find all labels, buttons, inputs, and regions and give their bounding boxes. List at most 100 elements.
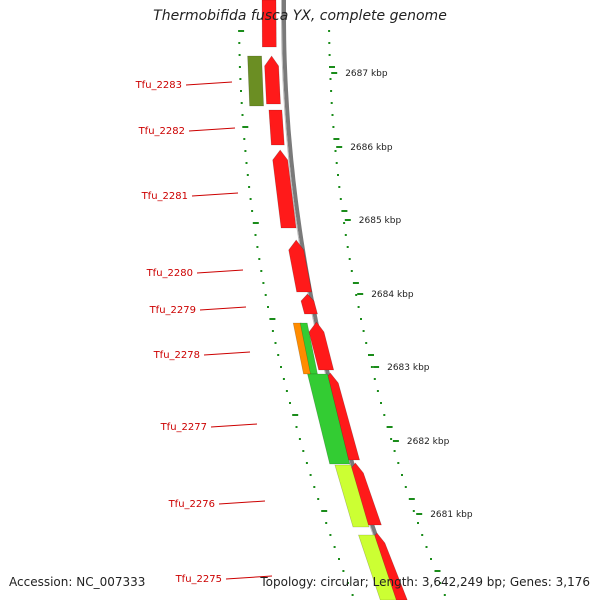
outer-tick-mark [343, 222, 346, 224]
outer-tick-mark [386, 426, 393, 428]
outer-tick-mark [373, 378, 376, 380]
outer-tick-mark [328, 30, 331, 32]
gene-red-tfu-2279[interactable] [300, 293, 318, 315]
outer-tick-mark [362, 330, 365, 332]
gene-label-leader-line [203, 351, 251, 356]
inner-tick-mark [246, 174, 249, 176]
inner-tick-mark [351, 594, 354, 596]
gene-label-leader-line [185, 81, 233, 86]
inner-tick-mark [274, 342, 277, 344]
gene-red-top[interactable] [261, 0, 277, 48]
outer-tick-mark [439, 582, 442, 584]
outer-tick-mark [430, 558, 432, 560]
gene-label[interactable]: Tfu_2279 [149, 305, 196, 316]
gene-olive-tfu-2283[interactable] [247, 55, 264, 107]
outer-tick-mark [376, 390, 379, 392]
inner-tick-mark [295, 426, 298, 428]
gene-label[interactable]: Tfu_2277 [160, 422, 207, 433]
scale-tick [336, 146, 343, 148]
gene-red-tfu-2278[interactable] [308, 321, 335, 371]
inner-tick-mark [241, 114, 244, 116]
inner-tick-mark [262, 282, 265, 284]
inner-tick-mark [271, 330, 274, 332]
gene-label[interactable]: Tfu_2282 [138, 126, 185, 137]
outer-tick-mark [337, 174, 339, 176]
gene-label-leader-line [191, 192, 239, 197]
gene-lime-tfu-2276[interactable] [334, 464, 370, 528]
outer-tick-mark [408, 498, 415, 500]
outer-tick-mark [434, 570, 441, 572]
scale-tick [416, 513, 423, 515]
inner-tick-mark [245, 162, 248, 164]
scale-label: 2687 kbp [345, 69, 388, 79]
inner-tick-mark [260, 270, 263, 272]
gene-red-tfu-2281[interactable] [272, 149, 297, 229]
outer-tick-mark [352, 282, 359, 284]
scale-label: 2681 kbp [430, 510, 473, 520]
outer-tick-mark [344, 234, 347, 236]
inner-tick-mark [329, 534, 332, 536]
gene-green-tfu-2277[interactable] [307, 373, 351, 465]
inner-tick-mark [242, 126, 249, 128]
inner-tick-mark [238, 54, 241, 56]
outer-tick-mark [365, 342, 368, 344]
outer-tick-mark [331, 114, 334, 116]
inner-tick-mark [252, 222, 259, 224]
genome-summary-text: Topology: circular; Length: 3,642,249 bp… [260, 575, 590, 589]
inner-tick-mark [305, 462, 308, 464]
inner-tick-mark [267, 306, 269, 308]
inner-tick-mark [298, 438, 301, 440]
outer-tick-mark [338, 186, 341, 188]
inner-tick-mark [243, 138, 246, 140]
gene-label[interactable]: Tfu_2276 [168, 499, 215, 510]
gene-red-tfu-2282[interactable] [268, 109, 285, 146]
inner-tick-mark [258, 258, 261, 260]
gene-label-leader-line [196, 269, 244, 274]
inner-tick-mark [280, 366, 282, 368]
outer-tick-mark [397, 462, 400, 464]
inner-tick-mark [256, 246, 259, 248]
outer-tick-mark [357, 306, 360, 308]
outer-tick-mark [417, 522, 419, 524]
inner-tick-mark [269, 318, 276, 320]
gene-label[interactable]: Tfu_2278 [153, 350, 200, 361]
outer-tick-mark [443, 594, 446, 596]
scale-tick [392, 440, 399, 442]
scale-label: 2682 kbp [407, 437, 450, 447]
outer-tick-mark [341, 210, 348, 212]
inner-tick-mark [292, 414, 299, 416]
scale-label: 2686 kbp [350, 143, 393, 153]
inner-tick-mark [240, 90, 242, 92]
outer-tick-mark [328, 42, 331, 44]
accession-text: Accession: NC_007333 [9, 575, 146, 589]
gene-label[interactable]: Tfu_2281 [141, 191, 188, 202]
gene-label-leader-line [218, 500, 266, 505]
gene-label[interactable]: Tfu_2275 [175, 574, 222, 585]
gene-label-leader-line [225, 575, 273, 580]
gene-red-tfu-2280[interactable] [288, 239, 313, 293]
inner-tick-mark [302, 450, 305, 452]
scale-label: 2684 kbp [371, 290, 414, 300]
inner-tick-mark [238, 30, 245, 32]
outer-tick-mark [332, 126, 335, 128]
outer-tick-mark [330, 90, 333, 92]
inner-tick-mark [251, 210, 254, 212]
inner-tick-mark [333, 546, 336, 548]
outer-tick-mark [380, 402, 382, 404]
inner-tick-mark [346, 582, 349, 584]
inner-tick-mark [321, 510, 328, 512]
gene-label[interactable]: Tfu_2280 [146, 268, 193, 279]
inner-tick-mark [282, 378, 285, 380]
outer-tick-mark [328, 54, 331, 56]
gene-red-tfu-2283[interactable] [264, 55, 281, 105]
outer-tick-mark [383, 414, 386, 416]
outer-tick-mark [425, 546, 428, 548]
gene-label-leader-line [188, 127, 236, 132]
outer-tick-mark [355, 294, 358, 296]
genome-backbone [282, 0, 402, 601]
gene-label[interactable]: Tfu_2283 [135, 80, 182, 91]
inner-tick-mark [239, 78, 242, 80]
outer-tick-mark [360, 318, 362, 320]
inner-tick-mark [264, 294, 267, 296]
